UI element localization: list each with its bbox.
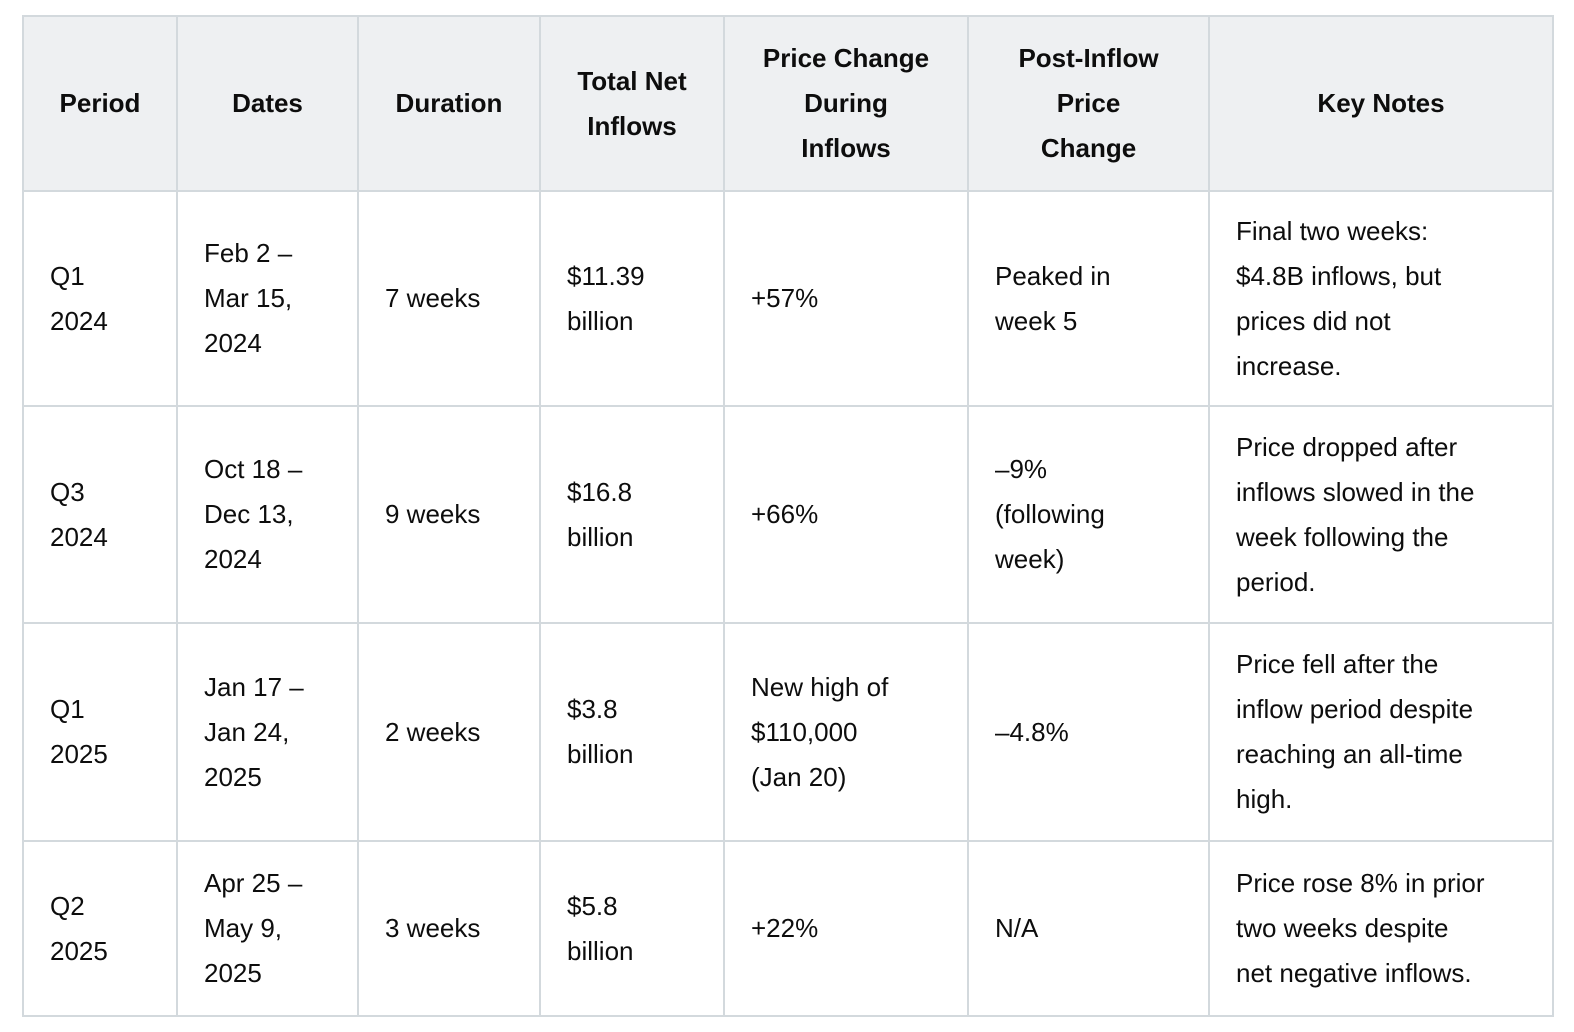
column-header-key-notes: Key Notes [1208,15,1554,192]
cell-key-notes: Price fell after the inflow period despi… [1208,622,1554,842]
cell-post-inflow-price-change: –9% (following week) [967,405,1210,624]
inflows-table-container: Period Dates Duration Total Net Inflows … [22,15,1554,1017]
cell-price-change-during-inflows: +66% [723,405,969,624]
cell-total-net-inflows: $11.39 billion [539,190,725,407]
cell-price-change-during-inflows: +57% [723,190,969,407]
cell-key-notes: Price dropped after inflows slowed in th… [1208,405,1554,624]
cell-price-change-during-inflows: New high of $110,000 (Jan 20) [723,622,969,842]
cell-period: Q1 2024 [22,190,178,407]
table-row-q1-2024: Q1 2024 Feb 2 – Mar 15, 2024 7 weeks $11… [22,190,1554,407]
table-row-q3-2024: Q3 2024 Oct 18 – Dec 13, 2024 9 weeks $1… [22,405,1554,624]
cell-key-notes: Final two weeks: $4.8B inflows, but pric… [1208,190,1554,407]
table-row-q1-2025: Q1 2025 Jan 17 – Jan 24, 2025 2 weeks $3… [22,622,1554,842]
cell-duration: 2 weeks [357,622,541,842]
column-header-duration: Duration [357,15,541,192]
header-row: Period Dates Duration Total Net Inflows … [22,15,1554,192]
cell-total-net-inflows: $16.8 billion [539,405,725,624]
cell-post-inflow-price-change: –4.8% [967,622,1210,842]
cell-total-net-inflows: $3.8 billion [539,622,725,842]
cell-post-inflow-price-change: Peaked in week 5 [967,190,1210,407]
cell-duration: 7 weeks [357,190,541,407]
cell-period: Q3 2024 [22,405,178,624]
cell-dates: Apr 25 – May 9, 2025 [176,840,359,1017]
cell-period: Q2 2025 [22,840,178,1017]
table-body: Q1 2024 Feb 2 – Mar 15, 2024 7 weeks $11… [22,190,1554,1017]
column-header-period: Period [22,15,178,192]
table-header: Period Dates Duration Total Net Inflows … [22,15,1554,192]
cell-dates: Oct 18 – Dec 13, 2024 [176,405,359,624]
cell-post-inflow-price-change: N/A [967,840,1210,1017]
table-row-q2-2025: Q2 2025 Apr 25 – May 9, 2025 3 weeks $5.… [22,840,1554,1017]
column-header-dates: Dates [176,15,359,192]
column-header-total-net-inflows: Total Net Inflows [539,15,725,192]
cell-key-notes: Price rose 8% in prior two weeks despite… [1208,840,1554,1017]
cell-duration: 3 weeks [357,840,541,1017]
cell-total-net-inflows: $5.8 billion [539,840,725,1017]
cell-duration: 9 weeks [357,405,541,624]
cell-dates: Jan 17 – Jan 24, 2025 [176,622,359,842]
cell-period: Q1 2025 [22,622,178,842]
column-header-post-inflow-price-change: Post-Inflow Price Change [967,15,1210,192]
column-header-price-change-during-inflows: Price Change During Inflows [723,15,969,192]
cell-price-change-during-inflows: +22% [723,840,969,1017]
bitcoin-etf-inflows-table: Period Dates Duration Total Net Inflows … [22,15,1554,1017]
cell-dates: Feb 2 – Mar 15, 2024 [176,190,359,407]
